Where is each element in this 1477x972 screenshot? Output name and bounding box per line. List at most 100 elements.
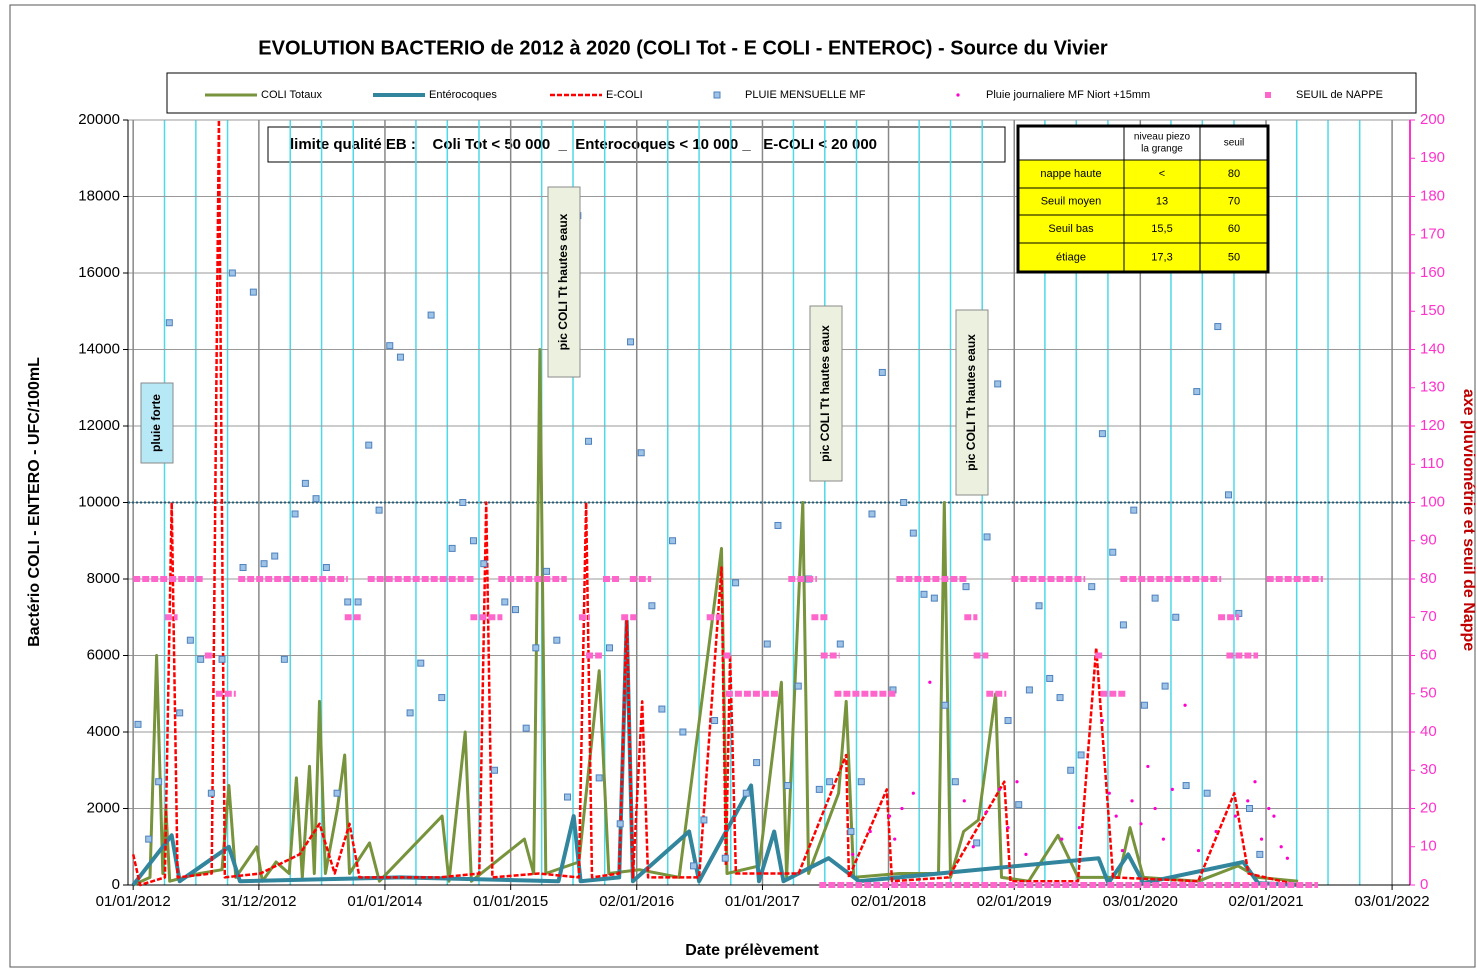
data-point [176, 709, 184, 717]
y-tick-label: 18000 [78, 187, 120, 204]
y2-tick-label: 160 [1420, 264, 1445, 281]
data-point [1285, 856, 1289, 860]
data-point [134, 720, 142, 728]
data-point [1077, 826, 1081, 830]
data-point [1253, 780, 1257, 784]
data-point [994, 380, 1002, 388]
data-point [836, 640, 844, 648]
data-point [333, 789, 341, 797]
data-point [490, 766, 498, 774]
data-point [721, 854, 729, 862]
data-point [155, 778, 163, 786]
x-tick-label: 02/01/2016 [599, 893, 674, 910]
data-point [847, 827, 855, 835]
y-tick-label: 14000 [78, 340, 120, 357]
table-cell [1123, 187, 1201, 216]
data-point [900, 806, 904, 811]
data-point [354, 598, 362, 606]
y2-tick-label: 80 [1420, 570, 1437, 587]
data-point [648, 602, 656, 610]
data-point [165, 319, 173, 327]
annotation-box [547, 186, 581, 378]
data-point [1060, 837, 1064, 841]
data-point [962, 583, 970, 591]
y-tick-label: 12000 [78, 417, 120, 434]
y-tick-label: 16000 [78, 264, 120, 281]
y2-tick-label: 50 [1420, 685, 1437, 702]
legend-swatch [1265, 92, 1271, 98]
data-point [930, 594, 938, 602]
data-point [1098, 430, 1106, 438]
data-point [1279, 845, 1283, 849]
data-point [532, 644, 540, 652]
data-point [997, 787, 1002, 791]
data-point [501, 598, 509, 606]
y2-tick-label: 60 [1420, 646, 1437, 663]
x-tick-label: 01/01/2012 [96, 893, 171, 910]
x-axis-label: Date prélèvement [685, 942, 819, 959]
data-point [1224, 491, 1232, 499]
data-point [637, 449, 645, 457]
data-point [1088, 583, 1096, 591]
y2-tick-label: 30 [1420, 761, 1437, 778]
y2-tick-label: 40 [1420, 723, 1437, 740]
data-point [1109, 548, 1117, 556]
data-point [1140, 701, 1148, 709]
data-point [1170, 787, 1174, 791]
data-point [197, 655, 205, 663]
table-cell-text: 50 [1228, 251, 1240, 263]
data-point [249, 288, 257, 296]
y2-tick-label: 70 [1420, 608, 1437, 625]
data-point [1077, 751, 1085, 759]
table-cell-text: nappe haute [1040, 168, 1101, 180]
data-point [1024, 852, 1028, 857]
y2-tick-label: 90 [1420, 532, 1437, 549]
data-point [1161, 837, 1165, 841]
legend-swatch [713, 91, 721, 99]
table-cell-text: Seuil bas [1048, 223, 1094, 235]
data-point [887, 814, 892, 818]
data-point [1146, 764, 1150, 769]
data-point [669, 537, 677, 545]
annotation: pic COLI Tt hautes eaux [556, 213, 570, 350]
data-point [774, 521, 782, 529]
table-border [1016, 124, 1270, 274]
x-tick-label: 01/01/2017 [725, 893, 800, 910]
table-cell-text: 15,5 [1151, 223, 1172, 235]
data-point [973, 839, 981, 847]
y-tick-label: 8000 [87, 570, 120, 587]
data-point [1130, 799, 1134, 803]
annotation: pic COLI Tt hautes eaux [818, 325, 832, 462]
x-tick-label: 03/01/2022 [1355, 893, 1430, 910]
legend-label: Entérocoques [429, 89, 497, 101]
data-point [1233, 814, 1237, 818]
data-point [322, 564, 330, 572]
data-point [1015, 801, 1023, 809]
data-point [1035, 602, 1043, 610]
data-point [1015, 780, 1019, 784]
data-point [271, 552, 279, 560]
data-point [794, 682, 802, 690]
table-cell-text: 60 [1228, 223, 1240, 235]
data-point [406, 709, 414, 717]
table-cell-text: 70 [1228, 195, 1240, 207]
data-point [690, 862, 698, 870]
data-point [1161, 682, 1169, 690]
data-point [480, 560, 488, 568]
data-point [438, 694, 446, 702]
table-cell-text: 17,3 [1151, 251, 1172, 263]
data-point [218, 655, 226, 663]
annotation: pluie forte [149, 394, 163, 452]
x-tick-label: 03/01/2020 [1103, 893, 1178, 910]
data-point [911, 791, 915, 795]
data-point [396, 353, 404, 361]
data-point [851, 852, 855, 857]
table-header: niveau piezo [1134, 132, 1191, 143]
series-line [131, 619, 1299, 887]
y-axis-label: Bactério COLI - ENTERO - UFC/100mL [26, 357, 43, 647]
data-point [280, 655, 288, 663]
data-point [900, 499, 908, 506]
legend-label: E-COLI [606, 89, 643, 101]
y-tick-label: 2000 [87, 799, 120, 816]
y2-tick-label: 20 [1420, 799, 1437, 816]
